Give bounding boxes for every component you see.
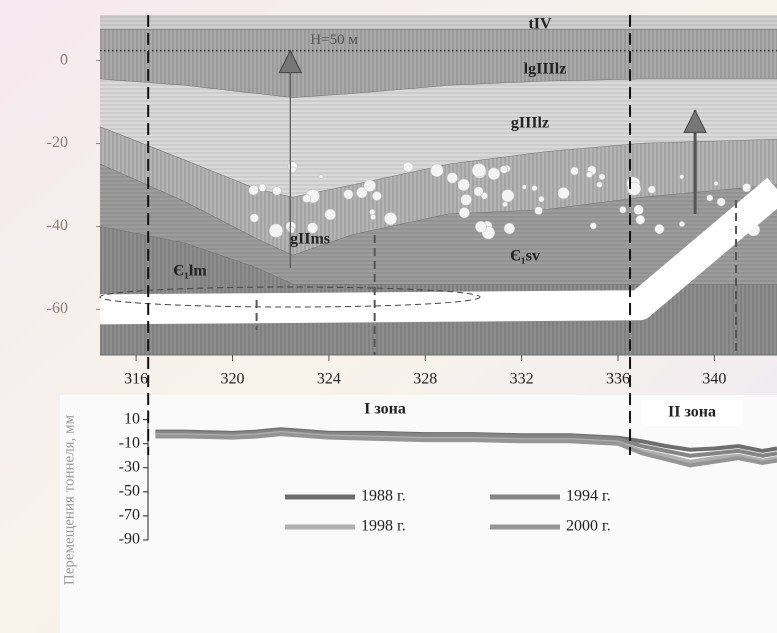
gravel	[539, 196, 545, 202]
gravel	[273, 186, 282, 195]
gravel	[472, 163, 486, 177]
gravel	[344, 190, 354, 200]
layer-label: gIIms	[290, 231, 330, 248]
gravel	[369, 209, 375, 215]
y-axis-label: Перемещения тоннеля, мм	[61, 414, 77, 585]
gravel	[648, 186, 656, 194]
y-tick-label: -20	[47, 134, 68, 151]
layer-label: Є₁lm	[173, 263, 207, 280]
gravel	[250, 214, 259, 223]
y-tick-label: 0	[60, 51, 68, 68]
zone-label: II зона	[668, 404, 716, 421]
gravel	[370, 214, 375, 219]
gravel	[590, 223, 596, 229]
x-tick-label: 336	[606, 371, 630, 388]
gravel	[679, 221, 684, 226]
gravel	[717, 198, 725, 206]
gravel	[535, 207, 543, 215]
zone-label: I зона	[364, 401, 406, 418]
y-tick-label: -30	[119, 458, 140, 475]
x-tick-label: 332	[510, 371, 534, 388]
y-tick-label: 10	[124, 410, 140, 427]
gravel	[599, 174, 605, 180]
gravel	[522, 185, 526, 189]
layer-label: lgIIIlz	[524, 61, 567, 78]
legend-label: 1998 г.	[361, 518, 406, 535]
gravel	[655, 224, 664, 233]
figure: H=50 м tIV lgIIIlz gIIIlz gIIms Є₁sv Є₁lm 0 -20 -…	[0, 0, 777, 633]
x-tick-label: 324	[317, 371, 341, 388]
gravel	[474, 187, 483, 196]
gravel	[447, 173, 458, 184]
gravel	[532, 185, 538, 191]
x-tick-label: 320	[221, 371, 245, 388]
y-tick-label: -70	[119, 507, 140, 524]
gravel	[384, 212, 397, 225]
gravel	[403, 162, 413, 172]
y-tick-label: -10	[119, 434, 140, 451]
gravel	[743, 184, 751, 192]
gravel	[634, 205, 644, 215]
gravel	[488, 168, 500, 180]
gravel	[500, 166, 508, 174]
gravel	[475, 221, 486, 232]
gravel	[319, 175, 323, 179]
gravel	[714, 181, 718, 185]
gravel	[502, 202, 507, 207]
arrow-label: H=50 м	[310, 32, 358, 48]
x-tick-label: 340	[702, 371, 726, 388]
y-tick-label: -40	[47, 217, 68, 234]
gravel	[570, 167, 578, 175]
gravel	[303, 194, 311, 202]
gravel	[597, 182, 603, 188]
layer-hatch	[100, 15, 777, 30]
gravel	[558, 187, 570, 199]
x-tick-label: 328	[413, 371, 437, 388]
legend-label: 1994 г.	[566, 488, 611, 505]
gravel	[364, 180, 376, 192]
y-tick-label: -60	[47, 300, 68, 317]
gravel	[430, 164, 443, 177]
gravel	[269, 224, 283, 238]
legend-label: 1988 г.	[361, 488, 406, 505]
x-tick-label: 316	[124, 371, 148, 388]
layer-label: tIV	[528, 16, 552, 33]
gravel	[504, 223, 515, 234]
gravel	[325, 209, 336, 220]
y-tick-label: -50	[119, 483, 140, 500]
gravel	[707, 195, 713, 201]
layer-label: gIIIlz	[511, 115, 549, 132]
gravel	[680, 175, 684, 179]
y-tick-label: -90	[119, 531, 140, 548]
gravel	[586, 171, 592, 177]
gravel	[249, 185, 259, 195]
gravel	[290, 167, 296, 173]
gravel	[619, 206, 626, 213]
legend-label: 2000 г.	[566, 518, 611, 535]
gravel	[636, 215, 645, 224]
gravel	[259, 184, 267, 192]
gravel	[459, 207, 469, 217]
layer-label: Є₁sv	[510, 248, 540, 265]
gravel	[458, 179, 470, 191]
gravel	[502, 190, 514, 202]
section-plot: H=50 м tIV lgIIIlz gIIIlz gIIms Є₁sv Є₁lm 0 -20 -…	[47, 15, 777, 361]
gravel	[372, 191, 381, 200]
gravel	[461, 194, 472, 205]
